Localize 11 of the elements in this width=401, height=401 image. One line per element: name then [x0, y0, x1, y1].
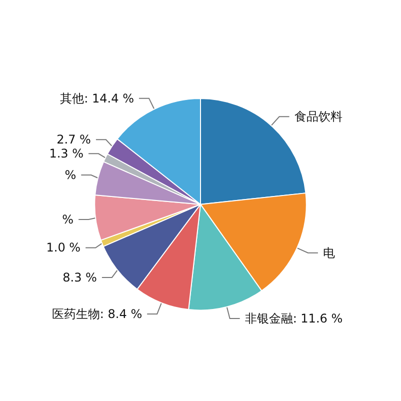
data-label: %: [64, 168, 76, 182]
slice-label: 医药生物: 8.4 %: [52, 306, 142, 321]
slice-label: 食品饮料: [294, 110, 342, 124]
data-label: 1.3 %: [49, 146, 84, 161]
slice-label: 电: [322, 246, 335, 260]
slice-label: 其他: 14.4 %: [60, 91, 134, 106]
data-label: 2.7 %: [56, 132, 91, 147]
data-label: 8.3 %: [62, 270, 97, 284]
slice-label: 非银金融: 11.6 %: [244, 312, 343, 326]
data-label: 1.0 %: [46, 240, 81, 255]
data-label: %: [62, 212, 74, 226]
